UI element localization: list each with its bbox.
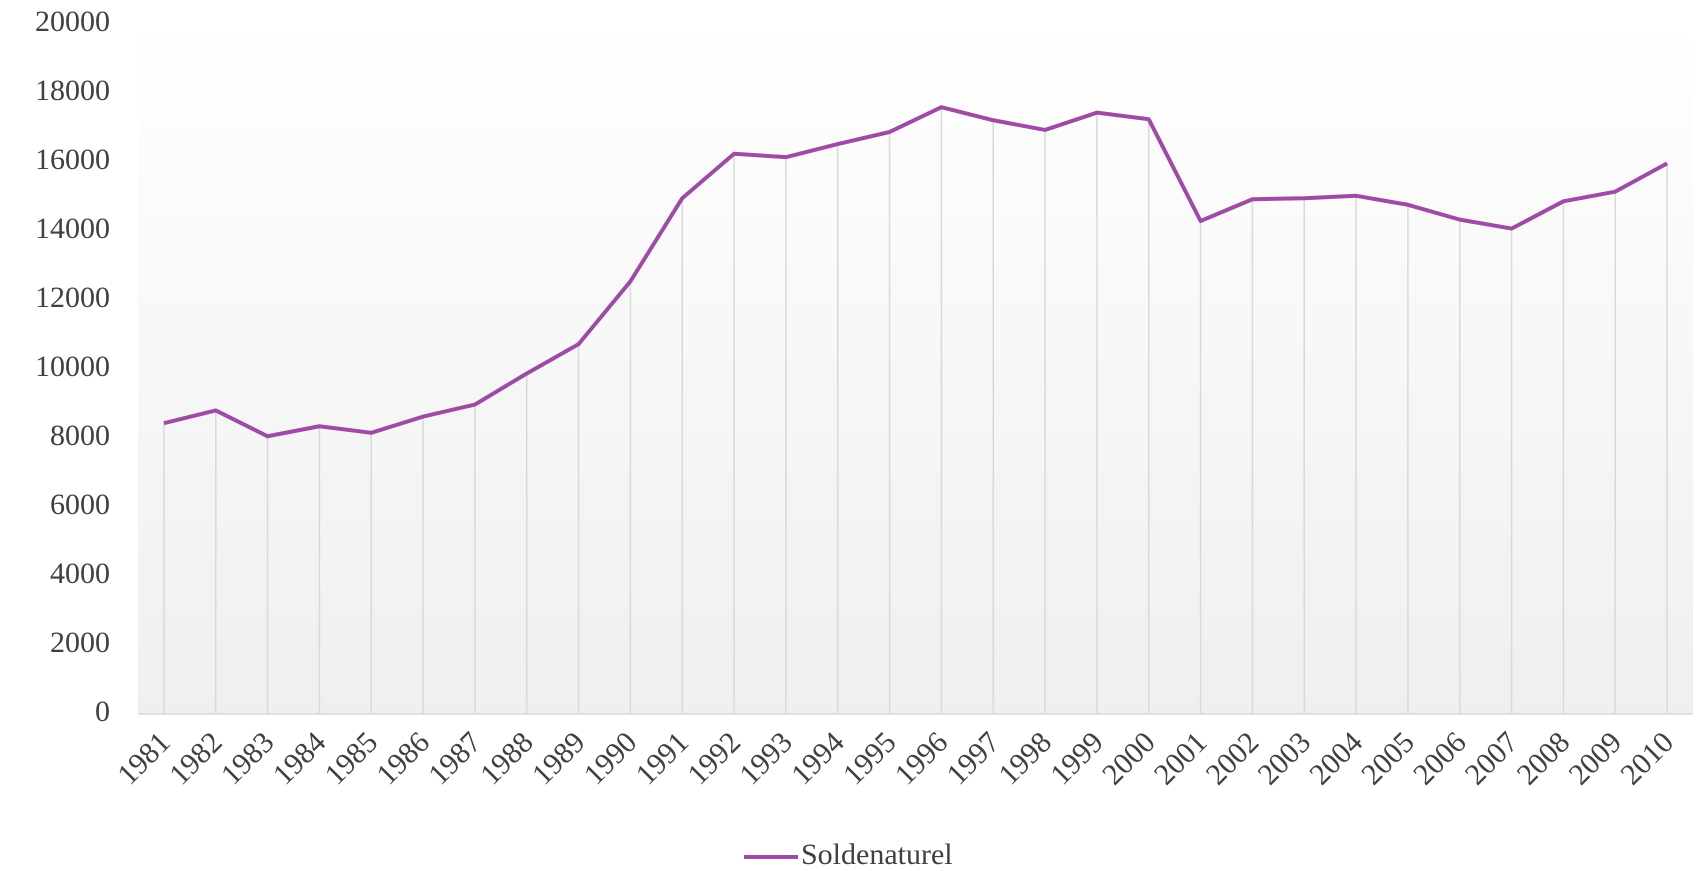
y-tick-label: 20000 <box>35 5 110 38</box>
y-tick-label: 16000 <box>35 143 110 176</box>
series-line <box>163 105 1669 439</box>
x-tick-label: 2000 <box>1096 726 1162 792</box>
x-tick-label: 1992 <box>681 726 747 792</box>
x-tick-label: 1991 <box>629 726 695 792</box>
x-tick-label: 2006 <box>1407 726 1473 792</box>
x-tick-label: 1994 <box>785 726 851 792</box>
y-tick-label: 2000 <box>50 626 110 659</box>
plot-background <box>138 24 1693 714</box>
y-tick-label: 0 <box>95 695 110 728</box>
x-tick-label: 1997 <box>940 726 1006 792</box>
x-tick-label: 1981 <box>111 726 177 792</box>
x-tick-label: 2007 <box>1459 726 1525 792</box>
y-tick-label: 10000 <box>35 350 110 383</box>
x-tick-label: 2001 <box>1148 726 1214 792</box>
y-tick-label: 8000 <box>50 419 110 452</box>
y-tick-label: 12000 <box>35 281 110 314</box>
y-tick-label: 14000 <box>35 212 110 245</box>
x-tick-label: 2008 <box>1511 726 1577 792</box>
x-tick-label: 1995 <box>837 726 903 792</box>
legend-label: Soldenaturel <box>801 838 953 871</box>
x-tick-label: 1998 <box>992 726 1058 792</box>
x-tick-label: 1990 <box>578 726 644 792</box>
x-tick-label: 1987 <box>422 726 488 792</box>
y-tick-label: 4000 <box>50 557 110 590</box>
x-tick-label: 1982 <box>163 726 229 792</box>
x-tick-label: 1988 <box>474 726 540 792</box>
x-tick-label: 1996 <box>889 726 955 792</box>
x-tick-label: 2009 <box>1562 726 1628 792</box>
x-tick-label: 1986 <box>370 726 436 792</box>
x-tick-label: 1983 <box>215 726 281 792</box>
y-tick-label: 18000 <box>35 74 110 107</box>
x-tick-label: 1999 <box>1044 726 1110 792</box>
y-tick-label: 6000 <box>50 488 110 521</box>
x-tick-label: 1989 <box>526 726 592 792</box>
x-tick-label: 2005 <box>1355 726 1421 792</box>
x-tick-label: 1993 <box>733 726 799 792</box>
x-tick-label: 2002 <box>1200 726 1266 792</box>
x-tick-label: 1984 <box>267 726 333 792</box>
x-tick-label: 1985 <box>318 726 384 792</box>
x-tick-label: 2004 <box>1303 726 1369 792</box>
x-tick-label: 2010 <box>1614 726 1680 792</box>
x-tick-label: 2003 <box>1251 726 1317 792</box>
